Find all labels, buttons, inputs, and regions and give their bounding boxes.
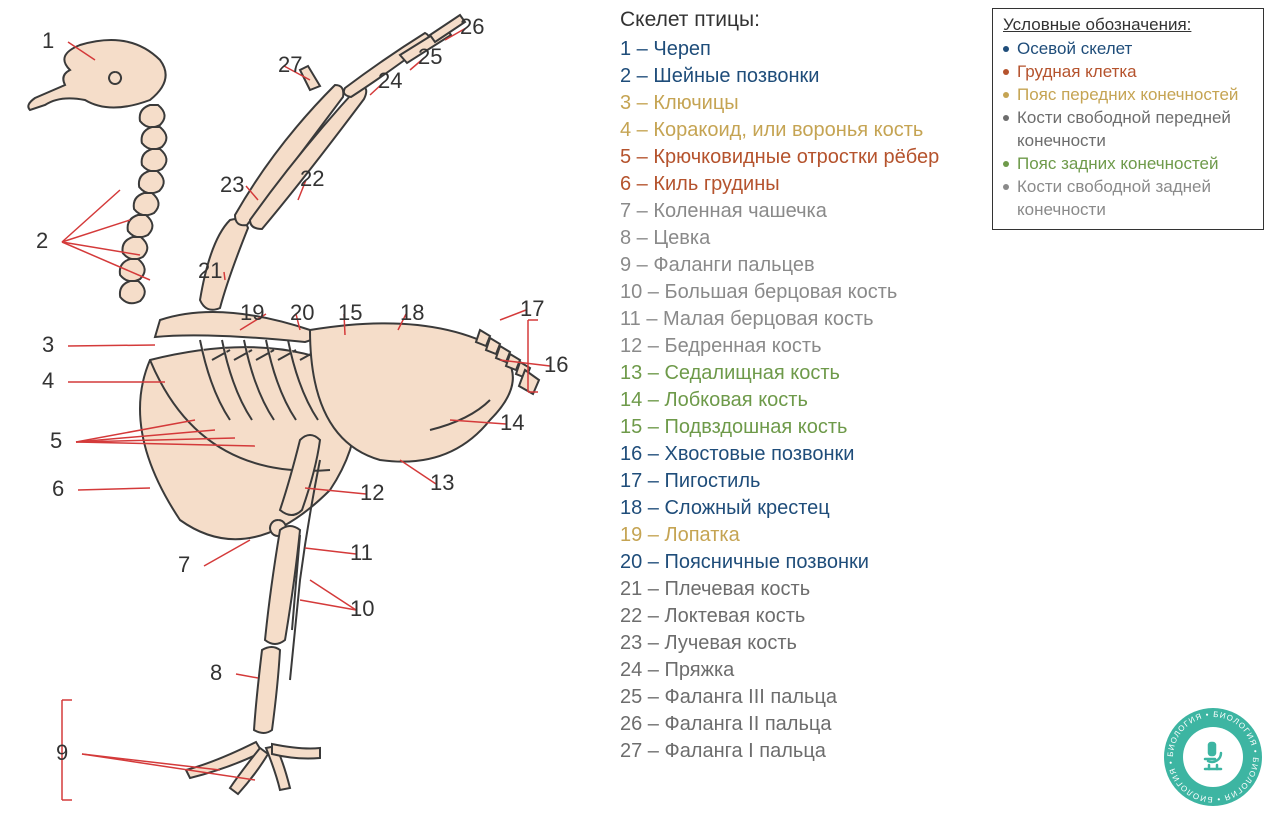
key-item-9: 9 – Фаланги пальцев <box>620 252 980 279</box>
diagram-label-3: 3 <box>42 332 54 358</box>
diagram-label-9: 9 <box>56 740 68 766</box>
legend-bullet <box>1003 184 1009 190</box>
key-item-5: 5 – Крючковидные отростки рёбер <box>620 144 980 171</box>
legend-item-2: Пояс передних конечностей <box>1003 83 1253 106</box>
diagram-label-21: 21 <box>198 258 222 284</box>
diagram-label-16: 16 <box>544 352 568 378</box>
diagram-label-15: 15 <box>338 300 362 326</box>
key-item-13: 13 – Седалищная кость <box>620 360 980 387</box>
legend-item-3: Кости свободной передней конечности <box>1003 106 1253 152</box>
key-item-4: 4 – Коракоид, или воронья кость <box>620 117 980 144</box>
legend-title: Условные обозначения: <box>1003 15 1253 35</box>
diagram-label-19: 19 <box>240 300 264 326</box>
key-item-12: 12 – Бедренная кость <box>620 333 980 360</box>
legend-bullet <box>1003 46 1009 52</box>
legend-item-1: Грудная клетка <box>1003 60 1253 83</box>
legend-bullet <box>1003 69 1009 75</box>
legend-label: Кости свободной передней конечности <box>1017 106 1253 152</box>
key-item-14: 14 – Лобковая кость <box>620 387 980 414</box>
key-item-25: 25 – Фаланга III пальца <box>620 684 980 711</box>
key-item-11: 11 – Малая берцовая кость <box>620 306 980 333</box>
legend-label: Кости свободной задней конечности <box>1017 175 1253 221</box>
diagram-label-10: 10 <box>350 596 374 622</box>
biology-logo: БИОЛОГИЯ • БИОЛОГИЯ • БИОЛОГИЯ • БИОЛОГИ… <box>1164 708 1262 806</box>
legend-label: Грудная клетка <box>1017 60 1137 83</box>
key-item-7: 7 – Коленная чашечка <box>620 198 980 225</box>
diagram-label-13: 13 <box>430 470 454 496</box>
key-list: Скелет птицы: 1 – Череп2 – Шейные позвон… <box>620 8 980 765</box>
legend-box: Условные обозначения: Осевой скелетГрудн… <box>992 8 1264 230</box>
svg-text:БИОЛОГИЯ • БИОЛОГИЯ • БИОЛОГИЯ: БИОЛОГИЯ • БИОЛОГИЯ • БИОЛОГИЯ • БИОЛОГИ… <box>1166 710 1260 804</box>
diagram-area: 1234567891011121314151617181920212223242… <box>0 0 600 824</box>
key-item-21: 21 – Плечевая кость <box>620 576 980 603</box>
legend-label: Пояс задних конечностей <box>1017 152 1219 175</box>
legend-label: Осевой скелет <box>1017 37 1132 60</box>
key-item-22: 22 – Локтевая кость <box>620 603 980 630</box>
key-item-27: 27 – Фаланга I пальца <box>620 738 980 765</box>
legend-bullet <box>1003 161 1009 167</box>
diagram-label-4: 4 <box>42 368 54 394</box>
key-item-18: 18 – Сложный крестец <box>620 495 980 522</box>
key-title: Скелет птицы: <box>620 8 980 32</box>
diagram-label-27: 27 <box>278 52 302 78</box>
key-item-2: 2 – Шейные позвонки <box>620 63 980 90</box>
legend-bullet <box>1003 92 1009 98</box>
key-item-20: 20 – Поясничные позвонки <box>620 549 980 576</box>
diagram-label-23: 23 <box>220 172 244 198</box>
key-item-8: 8 – Цевка <box>620 225 980 252</box>
diagram-label-14: 14 <box>500 410 524 436</box>
diagram-label-26: 26 <box>460 14 484 40</box>
diagram-label-22: 22 <box>300 166 324 192</box>
key-item-6: 6 – Киль грудины <box>620 171 980 198</box>
legend-item-0: Осевой скелет <box>1003 37 1253 60</box>
key-item-19: 19 – Лопатка <box>620 522 980 549</box>
diagram-label-6: 6 <box>52 476 64 502</box>
legend-label: Пояс передних конечностей <box>1017 83 1238 106</box>
key-item-15: 15 – Подвздошная кость <box>620 414 980 441</box>
legend-item-4: Пояс задних конечностей <box>1003 152 1253 175</box>
diagram-label-7: 7 <box>178 552 190 578</box>
key-item-1: 1 – Череп <box>620 36 980 63</box>
logo-ring-text: БИОЛОГИЯ • БИОЛОГИЯ • БИОЛОГИЯ • БИОЛОГИ… <box>1164 708 1262 806</box>
key-item-24: 24 – Пряжка <box>620 657 980 684</box>
diagram-label-17: 17 <box>520 296 544 322</box>
diagram-label-1: 1 <box>42 28 54 54</box>
diagram-label-8: 8 <box>210 660 222 686</box>
diagram-label-24: 24 <box>378 68 402 94</box>
key-item-23: 23 – Лучевая кость <box>620 630 980 657</box>
diagram-label-25: 25 <box>418 44 442 70</box>
diagram-label-11: 11 <box>350 540 373 566</box>
key-item-17: 17 – Пигостиль <box>620 468 980 495</box>
diagram-label-5: 5 <box>50 428 62 454</box>
key-item-16: 16 – Хвостовые позвонки <box>620 441 980 468</box>
key-item-3: 3 – Ключицы <box>620 90 980 117</box>
legend-bullet <box>1003 115 1009 121</box>
key-item-26: 26 – Фаланга II пальца <box>620 711 980 738</box>
diagram-label-18: 18 <box>400 300 424 326</box>
diagram-label-20: 20 <box>290 300 314 326</box>
key-item-10: 10 – Большая берцовая кость <box>620 279 980 306</box>
diagram-label-2: 2 <box>36 228 48 254</box>
legend-item-5: Кости свободной задней конечности <box>1003 175 1253 221</box>
diagram-label-12: 12 <box>360 480 384 506</box>
